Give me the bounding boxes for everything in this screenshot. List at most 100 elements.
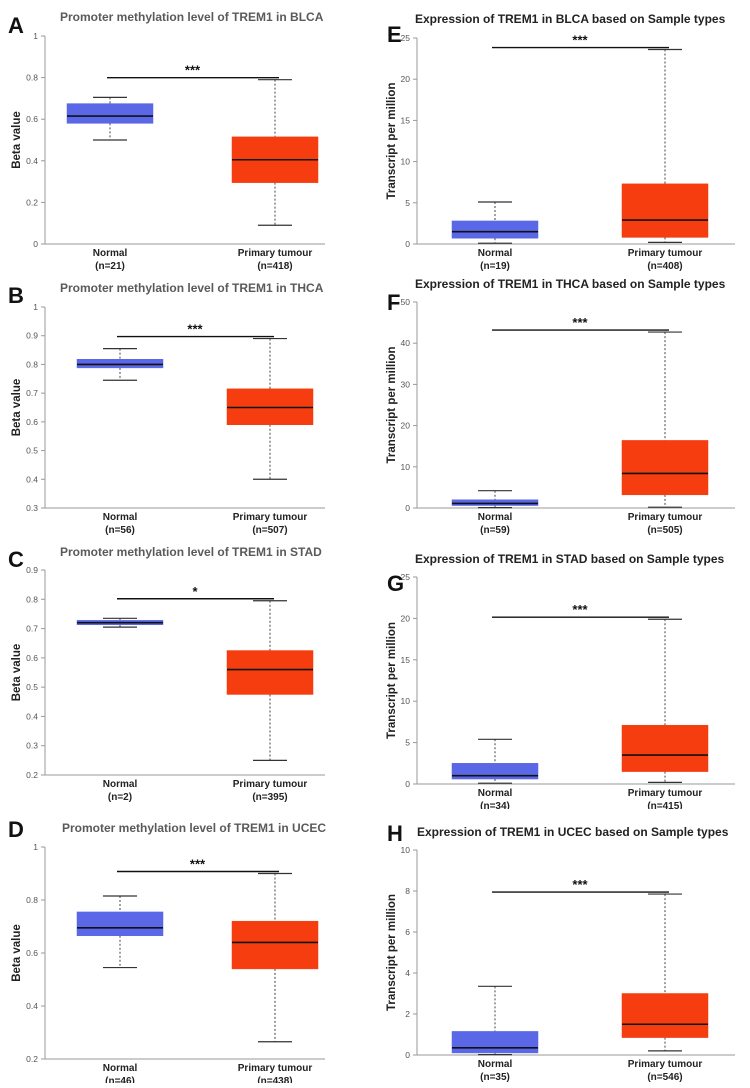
tumour-box [621,724,709,772]
y-tick-label: 1 [33,31,38,41]
x-category-count: (n=19) [480,261,510,272]
x-category-count: (n=505) [647,525,682,536]
panel-letter: A [8,13,24,38]
chart-title: Promoter methylation level of TREM1 in T… [60,281,324,295]
y-tick-label: 0.2 [26,770,38,780]
box-plot-c: 0.2 0.3 0.4 0.5 0.6 0.7 0.8 0.9 Beta value Normal… [11,565,325,803]
y-tick-label: 0.6 [26,114,38,124]
y-tick-label: 0.2 [26,197,38,207]
y-tick-label: 0.8 [26,73,38,83]
box-plot-b: 0.3 0.4 0.5 0.6 0.7 0.8 0.9 1 Beta value Normal (n… [11,302,325,536]
x-category-count: (n=35) [480,1072,510,1083]
x-category-label: Normal [103,779,138,790]
y-tick-label: 0.8 [26,359,38,369]
y-tick-label: 10 [401,845,411,855]
x-category-count: (n=2) [108,792,132,803]
y-tick-label: 20 [401,74,411,84]
tumour-box [231,920,319,970]
panel-letter: B [8,283,24,308]
panel-h: H Expression of TREM1 in UCEC based on S… [375,809,750,1083]
panel-letter: F [387,290,401,315]
y-tick-label: 0.7 [26,624,38,634]
box-plot-a: 0 0.2 0.4 0.6 0.8 1 Beta value Normal (n=21) Prim… [11,31,325,272]
panel-letter: E [387,22,402,47]
x-category-label: Primary tumour [238,1063,313,1074]
x-category-label: Normal [103,512,138,523]
normal-box [76,911,164,937]
chart-title: Expression of TREM1 in STAD based on Sam… [415,552,725,566]
panel-letter: C [8,547,24,572]
box-plot-d: 0.2 0.4 0.6 0.8 1 Beta value Normal (n=46) Prima… [11,842,325,1087]
x-category-count: (n=418) [257,261,292,272]
y-tick-label: 0 [33,239,38,249]
x-category-label: Primary tumour [628,248,703,259]
x-category-count: (n=59) [480,525,510,536]
x-category-count: (n=395) [252,792,287,803]
x-category-label: Primary tumour [628,788,703,799]
y-tick-label: 0.3 [26,741,38,751]
chart-title: Promoter methylation level of TREM1 in S… [60,545,322,559]
tumour-box [621,183,709,238]
tumour-box [226,650,314,695]
x-category-label: Primary tumour [233,512,308,523]
y-tick-label: 5 [405,198,410,208]
x-category-count: (n=46) [105,1076,135,1083]
x-category-label: Primary tumour [628,1059,703,1070]
y-tick-label: 0.7 [26,388,38,398]
y-tick-label: 0 [405,1050,410,1060]
y-tick-label: 10 [401,696,411,706]
y-tick-label: 0.6 [26,653,38,663]
box-plot-h: 0 2 4 6 8 10 Transcript per million Normal (n=35… [386,845,735,1083]
y-tick-label: 0 [405,503,410,513]
panel-g: G Expression of TREM1 in STAD based on S… [375,537,750,812]
y-tick-label: 0.8 [26,895,38,905]
x-category-label: Normal [478,512,513,523]
y-tick-label: 20 [401,421,411,431]
x-category-count: (n=408) [647,261,682,272]
y-axis-label: Transcript per million [386,83,398,200]
tumour-box [621,993,709,1038]
y-tick-label: 1 [33,842,38,852]
x-category-label: Primary tumour [238,248,313,259]
y-tick-label: 0.5 [26,446,38,456]
panel-d: D Promoter methylation level of TREM1 in… [0,809,375,1087]
significance-label: *** [572,33,588,48]
box-plot-f: 0 10 20 30 40 50 Transcript per million Normal (… [386,297,735,536]
y-axis-label: Transcript per million [386,622,398,739]
y-axis-label: Beta value [11,924,23,982]
y-tick-label: 0.4 [26,474,38,484]
y-axis-label: Beta value [11,379,23,437]
y-tick-label: 1 [33,302,38,312]
y-tick-label: 25 [401,33,411,43]
x-category-count: (n=56) [105,525,135,536]
y-tick-label: 0.2 [26,1054,38,1064]
significance-label: *** [572,877,588,892]
x-category-label: Normal [478,1059,513,1070]
y-tick-label: 0.6 [26,948,38,958]
box-plot-e: 0 5 10 15 20 25 Transcript per million Normal (n… [386,33,735,272]
chart-title: Expression of TREM1 in THCA based on Sam… [415,277,726,291]
panel-a: A Promoter methylation level of TREM1 in… [0,0,375,272]
normal-box [451,763,539,780]
y-tick-label: 20 [401,613,411,623]
panel-letter: H [387,821,403,846]
normal-box [451,1031,539,1054]
y-tick-label: 2 [405,1009,410,1019]
y-axis-label: Transcript per million [386,894,398,1011]
y-axis-label: Beta value [11,644,23,702]
x-category-count: (n=438) [257,1076,292,1083]
x-category-count: (n=415) [647,801,682,809]
normal-box [451,220,539,239]
y-tick-label: 6 [405,927,410,937]
y-tick-label: 0.4 [26,711,38,721]
y-axis-label: Beta value [11,111,23,169]
y-tick-label: 0.5 [26,682,38,692]
y-tick-label: 0.9 [26,565,38,575]
x-category-label: Normal [478,248,513,259]
y-tick-label: 0 [405,779,410,789]
tumour-box [621,440,709,496]
normal-box [66,103,154,124]
y-tick-label: 0.4 [26,1001,38,1011]
significance-label: *** [572,315,588,330]
significance-label: *** [185,63,201,78]
